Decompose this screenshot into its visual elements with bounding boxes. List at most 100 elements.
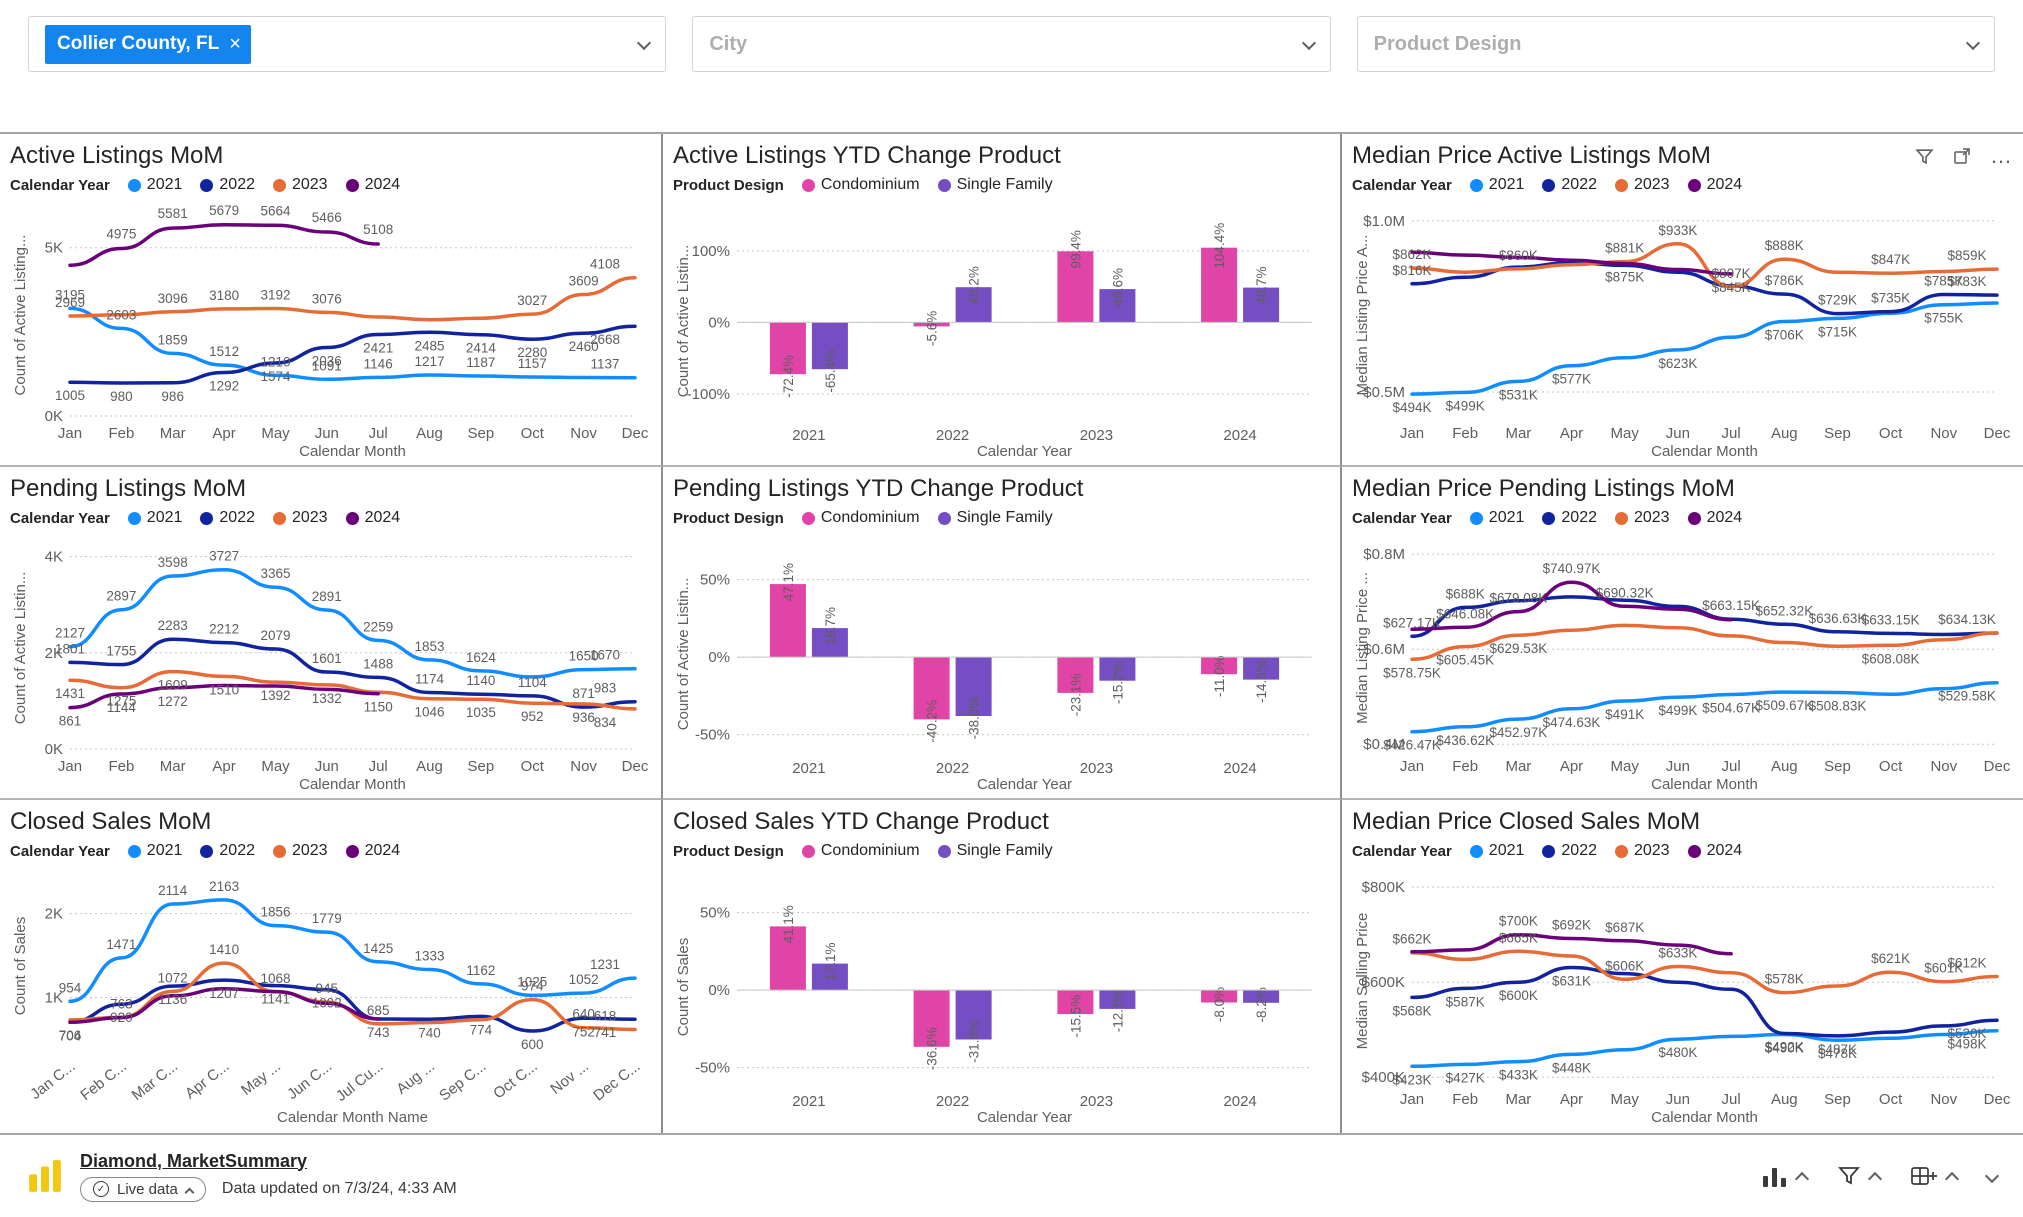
legend-item-2022[interactable]: 2022 [1542,176,1597,194]
legend-item-2024[interactable]: 2024 [345,509,400,527]
svg-text:5581: 5581 [158,206,188,221]
svg-text:Jun C...: Jun C... [284,1058,335,1103]
svg-text:Aug: Aug [1771,1091,1798,1108]
line-chart-canvas[interactable]: 0K 2K 4K Jan Feb Mar Apr May Jun Jul Aug Sep Oct Nov D… [10,531,651,795]
svg-text:$633.15K: $633.15K [1862,612,1920,627]
legend-color-dot [1687,511,1701,525]
legend-item-2022[interactable]: 2022 [200,176,255,194]
legend-item-condominium[interactable]: Condominium [801,176,920,194]
svg-text:$474.63K: $474.63K [1543,715,1601,730]
svg-text:$807K: $807K [1712,266,1751,281]
line-chart-canvas[interactable]: 0K 5K Jan Feb Mar Apr May Jun Jul Aug Sep Oct Nov Dec… [10,198,651,462]
live-data-badge[interactable]: ✓ Live data [80,1176,206,1202]
svg-text:2163: 2163 [209,879,239,894]
legend-item-2022[interactable]: 2022 [200,842,255,860]
svg-text:3598: 3598 [158,555,188,570]
product-design-filter-dropdown[interactable]: Product Design [1356,16,1995,72]
remove-filter-icon[interactable]: × [229,32,241,55]
svg-text:$605.45K: $605.45K [1436,653,1494,668]
legend-item-2022[interactable]: 2022 [200,509,255,527]
legend-item-2022[interactable]: 2022 [1542,509,1597,527]
svg-text:3609: 3609 [569,274,599,289]
legend-item-2023[interactable]: 2023 [1614,509,1670,527]
line-chart-canvas[interactable]: $0.4M $0.6M $0.8M Jan Feb Mar Apr May Jun Jul Aug S… [1352,531,2013,795]
legend-item-2021[interactable]: 2021 [1469,176,1524,194]
svg-text:18.7%: 18.7% [823,607,838,645]
chevron-down-icon[interactable] [1301,35,1316,53]
svg-text:Jun: Jun [1666,425,1690,442]
legend-item-2024[interactable]: 2024 [1687,842,1742,860]
county-chip-label: Collier County, FL [57,33,220,54]
svg-text:4108: 4108 [590,257,620,272]
svg-text:685: 685 [367,1003,390,1018]
legend-item-2023[interactable]: 2023 [272,509,328,527]
card-closed-sales-mom: Closed Sales MoM Calendar Year 2021 2022 20… [0,800,663,1133]
filter-bar: Collier County, FL × City Product Design [0,0,2023,132]
county-filter-dropdown[interactable]: Collier County, FL × [28,16,667,72]
report-name-link[interactable]: Diamond, MarketSummary [80,1150,308,1171]
svg-text:Nov: Nov [570,758,597,775]
svg-text:1624: 1624 [466,650,497,665]
svg-text:$606K: $606K [1605,958,1644,973]
svg-text:1471: 1471 [106,937,136,952]
legend-item-2024[interactable]: 2024 [345,176,400,194]
more-options-icon[interactable]: … [1990,143,2013,168]
collapse-bar-button[interactable] [1984,1168,2000,1184]
line-chart-canvas[interactable]: $400K $600K $800K Jan Feb Mar Apr May Jun Jul Aug S… [1352,864,2013,1128]
bar-chart-canvas[interactable]: -50% 0% 50% 2021 2022 2023 2024 Calendar Year Co… [673,531,1330,795]
legend-item-2021[interactable]: 2021 [1469,842,1524,860]
bar-chart-canvas[interactable]: -100% 0% 100% 2021 2022 2023 2024 Calendar Year… [673,198,1330,462]
svg-text:$426.47K: $426.47K [1383,738,1441,753]
legend-item-single-family[interactable]: Single Family [937,509,1053,527]
legend-item-condominium[interactable]: Condominium [801,842,920,860]
legend-item-2023[interactable]: 2023 [272,176,328,194]
legend-item-2023[interactable]: 2023 [1614,176,1670,194]
chevron-down-icon[interactable] [1965,35,1981,53]
svg-text:Oct: Oct [1879,758,1903,775]
legend-item-2021[interactable]: 2021 [127,176,182,194]
svg-text:2897: 2897 [106,589,136,604]
legend-item-2023[interactable]: 2023 [272,842,328,860]
svg-text:1574: 1574 [260,369,291,384]
legend-item-2023[interactable]: 2023 [1614,842,1670,860]
legend-item-2024[interactable]: 2024 [1687,509,1742,527]
city-filter-dropdown[interactable]: City [692,16,1331,72]
legend-item-2021[interactable]: 2021 [127,842,182,860]
svg-text:$786K: $786K [1765,273,1804,288]
svg-text:1140: 1140 [466,673,495,688]
svg-text:-11.0%: -11.0% [1212,655,1227,697]
svg-text:3027: 3027 [517,293,547,308]
svg-text:974: 974 [521,979,544,994]
legend-item-2024[interactable]: 2024 [345,842,400,860]
chart-title: Closed Sales YTD Change Product [673,808,1049,835]
filters-pane-toggle[interactable] [1837,1164,1883,1188]
legend-item-2021[interactable]: 2021 [127,509,182,527]
filter-icon[interactable] [1915,147,1934,166]
legend-item-2021[interactable]: 2021 [1469,509,1524,527]
svg-text:$715K: $715K [1818,324,1857,339]
svg-text:Calendar Month: Calendar Month [1651,1109,1758,1126]
svg-text:$478K: $478K [1818,1046,1857,1061]
svg-text:$529.58K: $529.58K [1938,689,1996,704]
legend-item-single-family[interactable]: Single Family [937,176,1053,194]
line-chart-canvas[interactable]: $0.5M $1.0M Jan Feb Mar Apr May Jun Jul Aug Sep Oct… [1352,198,2013,462]
legend-item-single-family[interactable]: Single Family [937,842,1053,860]
svg-text:1410: 1410 [209,942,239,957]
svg-text:2259: 2259 [363,619,393,634]
svg-text:Jan: Jan [58,425,82,442]
chevron-down-icon[interactable] [637,35,652,53]
line-chart-canvas[interactable]: 1K 2K Jan C... Feb C... Mar C... Apr C... May … [10,864,651,1128]
visualizations-pane-toggle[interactable] [1762,1164,1810,1188]
svg-text:99.4%: 99.4% [1068,230,1083,268]
pane-toggles [1732,1164,2000,1188]
legend-color-dot [937,178,951,192]
legend-item-condominium[interactable]: Condominium [801,509,920,527]
legend-item-2022[interactable]: 2022 [1542,842,1597,860]
legend-item-2024[interactable]: 2024 [1687,176,1742,194]
bar-chart-canvas[interactable]: -50% 0% 50% 2021 2022 2023 2024 Calendar Year Co… [673,864,1330,1128]
focus-mode-icon[interactable] [1952,146,1972,166]
chart-svg: -50% 0% 50% 2021 2022 2023 2024 Calendar Year Co… [675,563,1312,793]
svg-text:1292: 1292 [209,379,239,394]
county-filter-chip[interactable]: Collier County, FL × [45,24,251,64]
bookmarks-pane-toggle[interactable] [1910,1164,1960,1188]
